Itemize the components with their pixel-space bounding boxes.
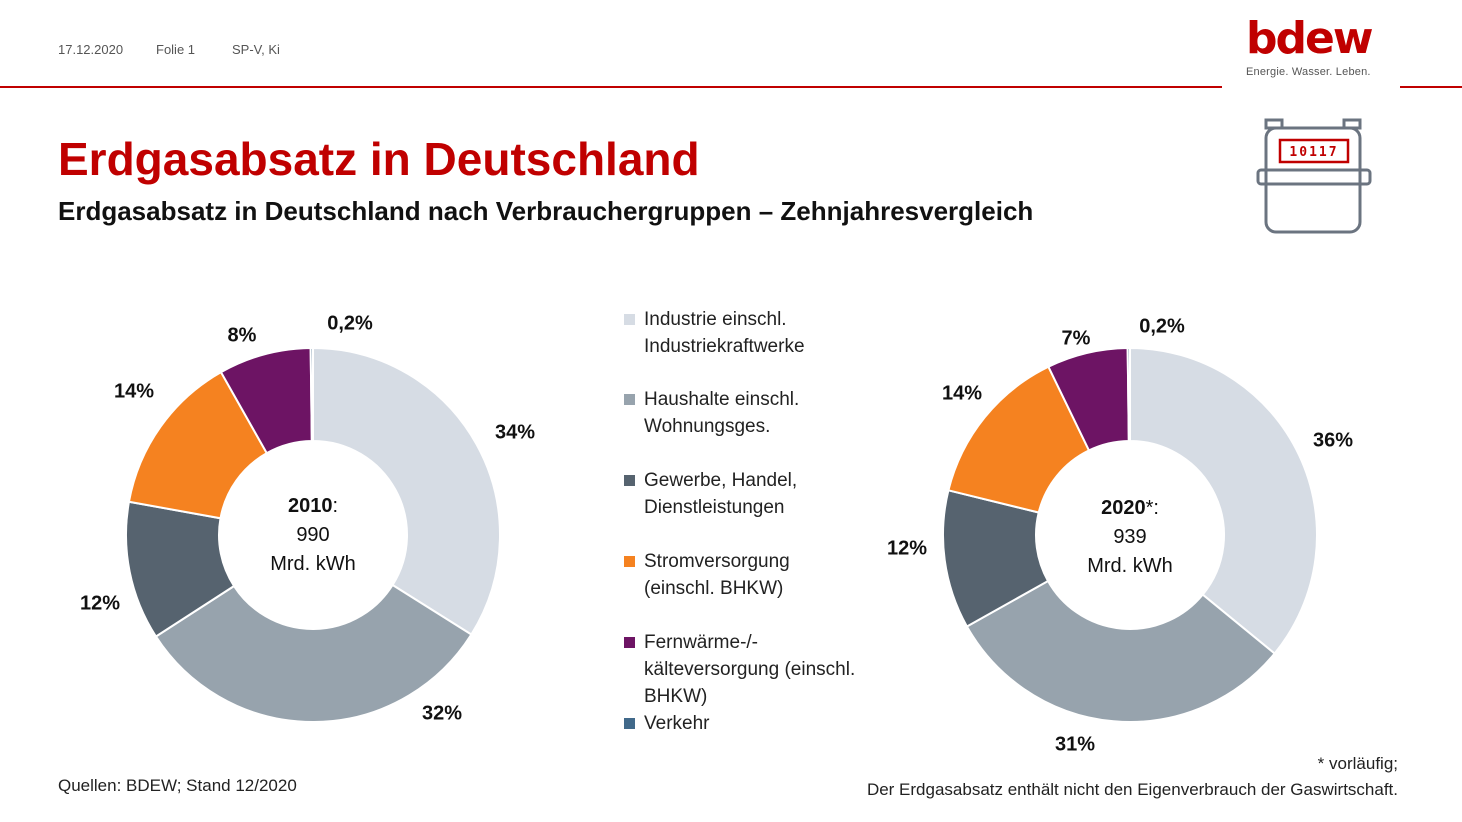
center-unit: Mrd. kWh (1087, 555, 1173, 577)
donut-slice (965, 579, 1277, 723)
center-year: 2020 (1101, 497, 1146, 519)
center-unit: Mrd. kWh (270, 553, 356, 575)
data-label: 8% (228, 324, 257, 346)
legend-label-line: Dienstleistungen (644, 497, 785, 518)
gas-meter-icon: 10117 (1256, 118, 1372, 234)
data-label: 14% (114, 380, 154, 402)
donut-slice (1129, 346, 1318, 655)
legend-label-line: Fernwärme-/- (644, 632, 759, 653)
legend-swatch (624, 394, 635, 405)
legend-label-line: Verkehr (644, 713, 710, 734)
page-subtitle: Erdgasabsatz in Deutschland nach Verbrau… (58, 196, 1034, 226)
legend-label: Industrie einschl. Industriekraftwerke (644, 306, 924, 360)
chart-center-2020: 2020*: 939 Mrd. kWh (1050, 494, 1210, 581)
data-label: 31% (1055, 733, 1095, 755)
legend-swatch (624, 637, 635, 648)
legend-label-line: Industrie einschl. (644, 309, 787, 330)
legend-label-line: Stromversorgung (644, 551, 790, 572)
data-label: 0,2% (1139, 315, 1185, 337)
legend-label: Gewerbe, Handel, Dienstleistungen (644, 467, 924, 521)
bdew-logo: bdew Energie. Wasser. Leben. (1246, 13, 1386, 79)
center-year: 2010 (287, 495, 333, 517)
donut-chart-2020: 36% 31% 12% 14% 7% 0,2% (887, 315, 1353, 755)
legend-label: Verkehr (644, 710, 924, 737)
center-suffix: *: (1145, 497, 1159, 519)
data-label: 12% (887, 537, 927, 559)
logo-word: bdew (1246, 13, 1373, 64)
donut-slice (312, 346, 501, 636)
legend-label-line: BHKW) (644, 686, 708, 707)
data-label: 36% (1313, 429, 1353, 451)
legend-swatch (624, 718, 635, 729)
legend-label-line: Gewerbe, Handel, (644, 470, 798, 491)
center-value: 990 (296, 524, 330, 546)
data-label: 0,2% (327, 312, 373, 334)
legend-label-line: (einschl. BHKW) (644, 578, 784, 599)
legend-label-line: Haushalte einschl. (644, 389, 800, 410)
legend-label: Fernwärme-/- kälteversorgung (einschl. BHK… (644, 629, 924, 710)
header-divider-right (1400, 86, 1462, 88)
legend-swatch (624, 475, 635, 486)
footnote-preliminary: * vorläufig; (1317, 754, 1398, 773)
chart-center-2010: 2010: 990 Mrd. kWh (233, 492, 393, 579)
donut-slice (154, 583, 473, 723)
slide-author: SP-V, Ki (232, 42, 280, 57)
legend-swatch (624, 314, 635, 325)
data-label: 14% (942, 382, 982, 404)
donut-slice (1126, 346, 1131, 443)
data-label: 12% (80, 592, 120, 614)
footnote: * vorläufig; Der Erdgasabsatz enthält ni… (867, 751, 1398, 803)
slide-number: Folie 1 (156, 42, 196, 57)
footnote-note: Der Erdgasabsatz enthält nicht den Eigen… (866, 780, 1398, 799)
legend-label-line: Wohnungsges. (644, 416, 771, 437)
meter-reading: 10117 (1289, 145, 1338, 160)
legend-label-line: kälteversorgung (einschl. (644, 659, 856, 680)
legend-label-line: Industriekraftwerke (644, 336, 805, 357)
donut-chart-2010: 34% 32% 12% 14% 8% 0,2% (80, 312, 535, 724)
logo-tagline: Energie. Wasser. Leben. (1246, 66, 1371, 78)
data-label: 32% (422, 702, 462, 724)
header-divider (0, 86, 1222, 88)
data-label: 7% (1062, 327, 1091, 349)
center-value: 939 (1113, 526, 1147, 548)
center-suffix: : (332, 495, 339, 517)
legend-swatch (624, 556, 635, 567)
data-label: 34% (495, 421, 535, 443)
legend-label: Stromversorgung (einschl. BHKW) (644, 548, 924, 602)
slide-date: 17.12.2020 (58, 42, 124, 57)
legend-label: Haushalte einschl. Wohnungsges. (644, 386, 924, 440)
sources: Quellen: BDEW; Stand 12/2020 (58, 776, 297, 795)
page-title: Erdgasabsatz in Deutschland (58, 133, 700, 185)
donut-slice (309, 346, 314, 443)
